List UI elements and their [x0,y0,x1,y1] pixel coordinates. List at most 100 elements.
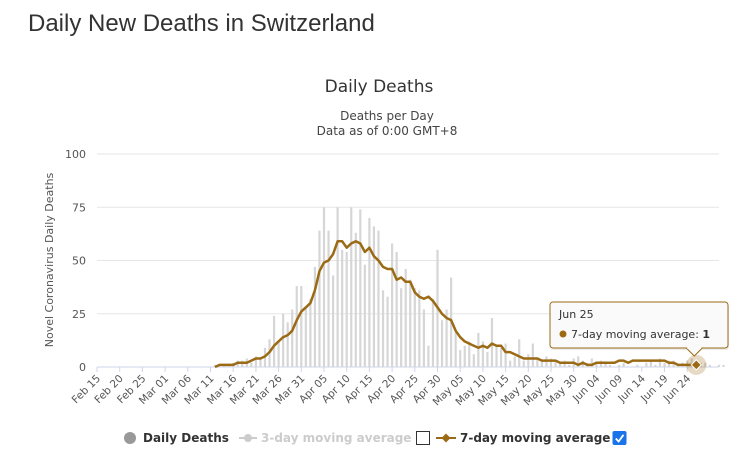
legend-label: 7-day moving average [460,431,610,445]
chart-subtitle-line2: Data as of 0:00 GMT+8 [317,124,458,138]
bar [395,251,398,367]
bar [427,345,430,367]
bar [717,364,721,367]
bar [422,309,425,367]
tooltip-series-name: 7-day moving average [571,328,695,341]
bar [604,362,607,367]
bar [495,345,498,367]
bar [468,341,471,367]
bar [704,362,707,367]
bar [645,362,648,367]
bar [518,339,521,367]
bar [368,217,371,367]
bar [400,288,403,367]
legend-item-3day-average[interactable]: 3-day moving average [239,431,430,445]
bar [663,362,666,367]
bar [381,290,385,367]
bar [418,290,421,367]
bar [540,360,544,367]
bar [595,362,598,367]
bar [622,362,625,367]
bar [608,364,612,367]
bar [282,313,285,367]
bar [658,358,662,367]
tooltip-separator: : [695,328,702,341]
bar [499,347,503,367]
bar [708,364,711,367]
legend-item-7day-average[interactable]: 7-day moving average [436,431,627,445]
bar [336,207,339,367]
checkmark-icon [615,434,625,443]
bar [531,343,534,367]
lines-group [214,240,707,375]
y-tick-label: 100 [65,148,86,161]
bar [513,356,516,367]
bar [309,298,312,367]
bar [377,230,380,367]
bar [354,232,357,367]
legend-checkbox-3day[interactable] [416,431,430,445]
legend[interactable]: Daily Deaths 3-day moving average 7-day mo… [124,431,627,445]
bar [341,249,344,367]
y-tick-label: 75 [72,201,86,214]
bar [568,364,571,367]
bar [636,364,639,367]
bar [345,251,348,367]
bar [259,358,262,367]
bar [372,226,376,367]
bar [409,279,412,367]
bar [313,266,317,367]
chart-subtitle-line1: Deaths per Day [340,109,434,123]
bar [472,354,475,367]
bar [350,207,353,367]
bar [291,309,294,367]
bar [327,230,330,367]
bar [577,356,580,367]
bar [649,360,652,367]
bar [363,264,366,367]
bar [413,288,416,367]
bar [527,354,530,367]
bar [722,364,725,367]
bar [272,315,276,367]
bar [459,349,462,367]
bar [359,209,362,367]
bars-group [213,207,725,367]
hover-point-diamond[interactable] [690,359,702,371]
tooltip: Jun 25 7-day moving average: 1 [549,301,729,357]
tooltip-box [549,301,729,349]
y-axis-label: Novel Coronavirus Daily Deaths [43,172,56,347]
legend-circle-icon [244,434,252,442]
legend-label: Daily Deaths [143,431,229,445]
bar [286,322,289,367]
bar [690,358,693,367]
tooltip-line: 7-day moving average: 1 [571,328,710,341]
tooltip-pointer [685,347,703,357]
bar [440,320,444,367]
bar [654,364,657,367]
y-tick-label: 25 [72,308,86,321]
legend-checkbox-7day[interactable] [612,431,627,445]
bar [277,341,280,367]
bar [481,341,484,367]
grid-lines [97,153,719,368]
bar [486,352,489,367]
legend-item-daily-deaths[interactable]: Daily Deaths [124,431,229,445]
bar [477,332,480,367]
bar [504,343,507,367]
bar [254,356,257,367]
bar [536,358,539,367]
bar [250,362,253,367]
bar [509,360,512,367]
tooltip-series-dot [559,330,567,338]
bar [300,286,303,367]
page-title: Daily New Deaths in Switzerland [28,10,375,37]
line-series-7day [214,240,701,369]
bar [522,360,525,367]
tooltip-date: Jun 25 [558,308,594,321]
bar [404,269,407,367]
bar [445,309,448,367]
bar [618,364,621,367]
bar [431,298,435,367]
